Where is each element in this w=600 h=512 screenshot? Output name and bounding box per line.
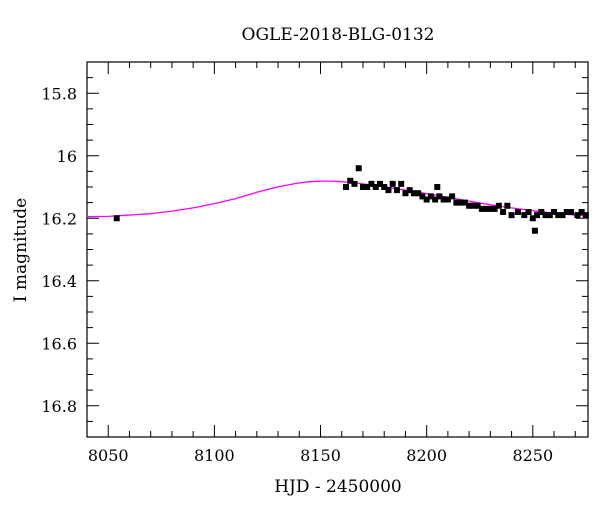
data-point [534, 212, 541, 219]
chart-title: OGLE-2018-BLG-0132 [242, 25, 435, 45]
data-point [478, 205, 485, 212]
data-point [398, 180, 405, 187]
data-point [113, 215, 120, 222]
data-point [376, 180, 383, 187]
data-point [415, 190, 422, 197]
data-point [393, 187, 400, 194]
data-point [457, 199, 464, 206]
data-point [555, 212, 562, 219]
data-point [483, 205, 490, 212]
data-point [432, 196, 439, 203]
data-point [419, 193, 426, 200]
x-axis-label: HJD - 2450000 [274, 477, 402, 497]
data-point [542, 212, 549, 219]
data-point [546, 212, 553, 219]
data-point [434, 184, 441, 190]
data-point [355, 165, 362, 172]
data-point [449, 193, 456, 200]
y-tick-label: 16 [57, 147, 77, 166]
data-point [582, 212, 589, 219]
data-point [559, 212, 566, 219]
data-point [440, 196, 447, 203]
data-point [444, 196, 451, 203]
data-point [508, 212, 515, 219]
data-point [578, 209, 585, 215]
data-point [525, 209, 532, 215]
data-point [461, 199, 468, 206]
data-point [402, 190, 409, 197]
data-point [521, 212, 528, 219]
data-point [368, 180, 375, 187]
y-tick-label: 15.8 [41, 84, 77, 103]
plot-frame [86, 61, 589, 438]
data-point [436, 193, 443, 200]
y-tick-label: 16.6 [41, 334, 77, 353]
plot-area: 8050 8100 8150 8200 8250 15.8 16 16.2 16.4 16.6 16… [41, 61, 589, 465]
data-point [406, 187, 413, 194]
data-point [351, 180, 358, 187]
model-curve [87, 180, 588, 218]
x-tick-label: 8150 [300, 446, 341, 465]
x-tick-label: 8250 [512, 446, 553, 465]
y-tick-label: 16.4 [41, 272, 77, 291]
x-tick-label: 8200 [406, 446, 447, 465]
data-point [385, 187, 392, 194]
data-point [423, 196, 430, 203]
x-tick-label: 8100 [194, 446, 235, 465]
data-point [389, 180, 396, 187]
data-point [410, 190, 417, 197]
data-point [531, 227, 538, 234]
data-point [551, 209, 558, 215]
data-point [364, 184, 371, 190]
data-point [466, 202, 473, 209]
y-axis-label: I magnitude [11, 198, 31, 302]
data-point [474, 202, 481, 209]
data-point [453, 199, 460, 206]
data-point [504, 202, 511, 209]
data-point [381, 184, 388, 190]
data-point [372, 184, 379, 190]
data-point [470, 202, 477, 209]
data-point [359, 184, 366, 190]
y-tick-label: 16.2 [41, 209, 77, 228]
data-point [427, 193, 434, 200]
x-tick-label: 8050 [88, 446, 129, 465]
data-point [514, 209, 521, 215]
data-point [574, 212, 581, 219]
data-point [491, 205, 498, 212]
data-point [529, 215, 536, 222]
data-point [347, 177, 354, 184]
data-point [487, 205, 494, 212]
data-point [568, 209, 575, 215]
y-tick-label: 16.8 [41, 397, 77, 416]
data-point [500, 209, 507, 215]
data-point [563, 209, 570, 215]
data-point [538, 209, 545, 215]
data-point [342, 184, 349, 190]
data-point [495, 202, 502, 209]
